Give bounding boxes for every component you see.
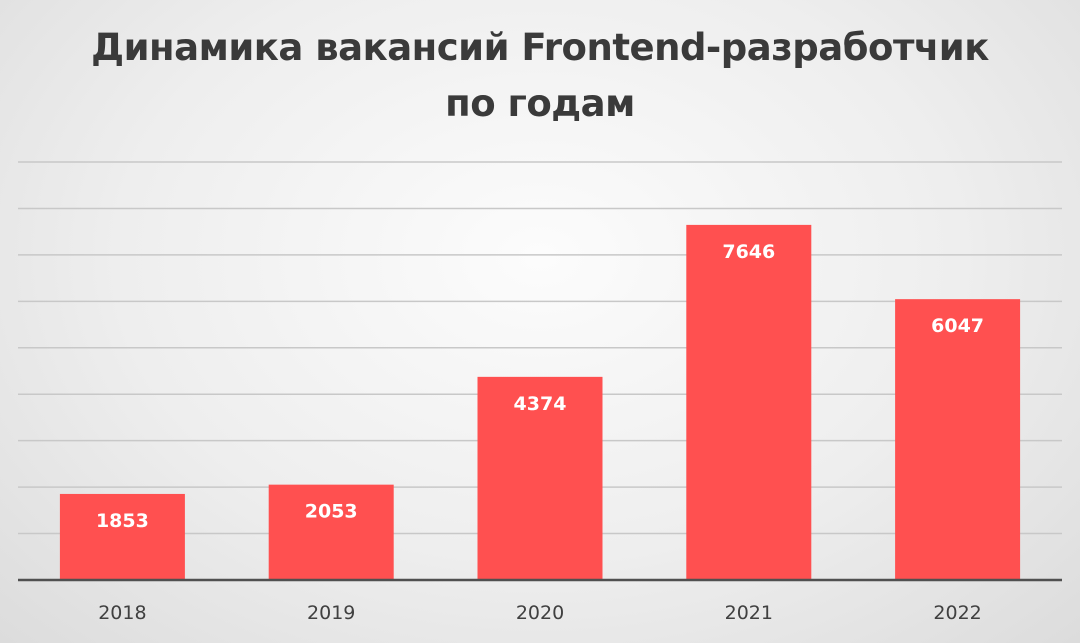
chart-title-line-1: Динамика вакансий Frontend-разработчик — [91, 26, 989, 69]
bar-2018 — [59, 493, 185, 580]
x-tick-label-2018: 2018 — [98, 602, 146, 624]
data-label-2021: 7646 — [722, 241, 775, 263]
bar-2022 — [895, 299, 1021, 580]
data-label-2020: 4374 — [514, 393, 567, 415]
x-tick-label-2020: 2020 — [516, 602, 564, 624]
data-label-2018: 1853 — [96, 510, 149, 532]
x-tick-label-2021: 2021 — [725, 602, 773, 624]
bar-2019 — [268, 484, 394, 580]
x-tick-label-2019: 2019 — [307, 602, 355, 624]
chart-title-line-2: по годам — [445, 82, 635, 125]
data-label-2019: 2053 — [305, 501, 358, 523]
bar-2020 — [477, 376, 603, 580]
data-label-2022: 6047 — [931, 315, 984, 337]
x-tick-label-2022: 2022 — [933, 602, 981, 624]
chart-title: Динамика вакансий Frontend-разработчик п… — [0, 20, 1080, 132]
bar-2021 — [686, 224, 812, 580]
